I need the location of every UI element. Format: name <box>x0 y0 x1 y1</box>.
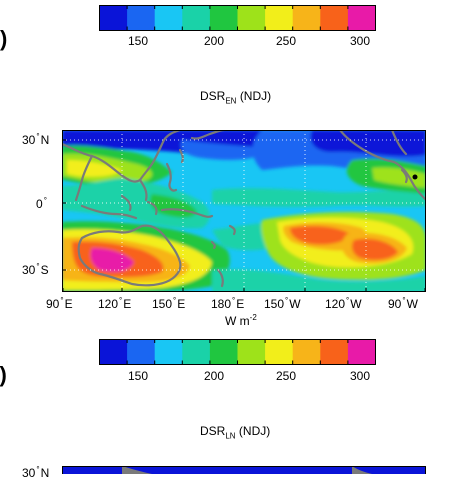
panel-letter-b: b) <box>0 362 7 387</box>
degree-mark: ° <box>43 196 47 205</box>
panel-letter-a: ) <box>0 26 8 51</box>
map-1-title: DSREN (NDJ) <box>200 89 271 105</box>
colorbar-1-tick-300: 300 <box>350 34 371 48</box>
x-tick-hem: W <box>350 297 362 311</box>
map-2-title-season: (NDJ) <box>238 424 271 438</box>
colorbar-2-swatch-7 <box>292 339 321 365</box>
map-1-title-season: (NDJ) <box>239 89 272 103</box>
colorbar-2-swatch-6 <box>265 339 294 365</box>
colorbar-2-tick-150: 150 <box>128 369 149 383</box>
colorbar-2-tick-250: 250 <box>276 369 297 383</box>
map-1-y-tick-0: 0° <box>36 196 48 211</box>
degree-mark: ° <box>285 296 289 305</box>
map-2-title-sub: LN <box>225 431 236 441</box>
degree-mark: ° <box>36 132 40 141</box>
degree-mark: ° <box>36 262 40 271</box>
x-tick-value: 150 <box>264 297 285 311</box>
colorbar-1-swatch-7 <box>292 5 321 31</box>
colorbar-1-swatch-9 <box>347 5 376 31</box>
map-1-title-main: DSR <box>200 89 226 103</box>
map-1-x-tick-120w: 120°W <box>325 296 362 311</box>
colorbar-1-swatch-4 <box>209 5 238 31</box>
map-1-y-tick-30n: 30°N <box>22 132 50 147</box>
colorbar-2-swatch-9 <box>347 339 376 365</box>
map-2-y-tick-hem: N <box>40 466 50 480</box>
x-tick-value: 90 <box>388 297 402 311</box>
degree-mark: ° <box>36 465 40 474</box>
map-2-title: DSRLN (NDJ) <box>200 424 270 440</box>
colorbar-2-swatch-2 <box>154 339 183 365</box>
map-2-title-main: DSR <box>200 424 226 438</box>
degree-mark: ° <box>402 296 406 305</box>
x-tick-hem: E <box>123 297 132 311</box>
map-1-x-tick-90w: 90°W <box>388 296 418 311</box>
x-tick-hem: E <box>177 297 186 311</box>
colorbar-2-swatch-8 <box>320 339 349 365</box>
colorbar-1-swatch-5 <box>237 5 266 31</box>
degree-mark: ° <box>60 296 64 305</box>
colorbar-1-swatch-6 <box>265 5 294 31</box>
map-2-y-tick-30n: 30°N <box>22 465 50 480</box>
x-tick-value: 120 <box>325 297 346 311</box>
map-1-y-tick-30n-hem: N <box>40 133 50 147</box>
x-tick-hem: E <box>64 297 73 311</box>
x-tick-value: 180 <box>211 297 232 311</box>
degree-mark: ° <box>173 296 177 305</box>
colorbar-2 <box>99 339 376 365</box>
x-tick-value: 90 <box>46 297 60 311</box>
colorbar-2-swatch-4 <box>209 339 238 365</box>
degree-mark: ° <box>346 296 350 305</box>
colorbar-2-swatch-1 <box>127 339 156 365</box>
map-1-units-label: W m-2 <box>225 313 257 328</box>
colorbar-1-swatch-1 <box>127 5 156 31</box>
units-text: W m <box>225 314 250 328</box>
map-1-title-sub: EN <box>225 96 237 106</box>
colorbar-1-swatch-2 <box>154 5 183 31</box>
colorbar-1-tick-200: 200 <box>204 34 225 48</box>
colorbar-2-swatch-5 <box>237 339 266 365</box>
degree-mark: ° <box>119 296 123 305</box>
colorbar-1-tick-250: 250 <box>276 34 297 48</box>
x-tick-hem: W <box>406 297 418 311</box>
x-tick-hem: E <box>236 297 245 311</box>
map-1-y-tick-30n-value: 30 <box>22 133 36 147</box>
colorbar-2-tick-300: 300 <box>350 369 371 383</box>
map-1-y-tick-30s-value: 30 <box>22 263 36 277</box>
colorbar-2-swatch-0 <box>99 339 128 365</box>
map-1-y-tick-30s: 30°S <box>22 262 49 277</box>
colorbar-1-swatch-8 <box>320 5 349 31</box>
map-1-x-tick-90e: 90°E <box>46 296 73 311</box>
map-1-field <box>62 130 426 292</box>
map-2-y-tick-value: 30 <box>22 466 36 480</box>
x-tick-hem: W <box>289 297 301 311</box>
colorbar-1 <box>99 5 376 31</box>
colorbar-1-swatch-3 <box>182 5 211 31</box>
units-exponent: -2 <box>249 313 257 322</box>
colorbar-1-swatch-0 <box>99 5 128 31</box>
map-1-x-tick-150e: 150°E <box>152 296 186 311</box>
degree-mark: ° <box>232 296 236 305</box>
x-tick-value: 120 <box>98 297 119 311</box>
colorbar-1-tick-150: 150 <box>128 34 149 48</box>
map-1-x-tick-150w: 150°W <box>264 296 301 311</box>
map-2-field <box>62 466 426 474</box>
map-1-x-tick-180e: 180°E <box>211 296 245 311</box>
map-1-x-tick-120e: 120°E <box>98 296 132 311</box>
map-1-y-tick-30s-hem: S <box>40 263 49 277</box>
map-1-y-tick-0-value: 0 <box>36 197 43 211</box>
colorbar-2-tick-200: 200 <box>204 369 225 383</box>
x-tick-value: 150 <box>152 297 173 311</box>
colorbar-2-swatch-3 <box>182 339 211 365</box>
